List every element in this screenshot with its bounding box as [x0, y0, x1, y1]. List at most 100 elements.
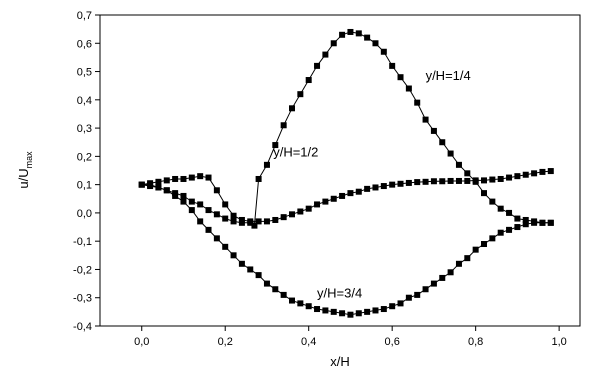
data-point: [155, 178, 162, 185]
data-point: [205, 207, 212, 214]
data-point: [389, 303, 396, 310]
y-tick-label: 0,0: [77, 208, 92, 220]
data-point: [272, 142, 279, 149]
data-point: [522, 171, 529, 178]
data-point: [414, 179, 421, 186]
data-point: [405, 179, 412, 186]
data-point: [364, 185, 371, 192]
data-point: [322, 307, 329, 314]
data-point: [380, 48, 387, 55]
y-axis-label-sub: max: [24, 151, 34, 169]
data-point: [197, 173, 204, 180]
x-tick-label: 0,4: [301, 336, 316, 348]
data-point: [397, 74, 404, 81]
data-point: [230, 252, 237, 259]
data-point: [322, 51, 329, 58]
data-point: [422, 178, 429, 185]
data-point: [138, 181, 145, 188]
data-point: [489, 198, 496, 205]
data-point: [372, 40, 379, 47]
data-point: [447, 177, 454, 184]
x-axis-label: x/H: [330, 354, 350, 369]
series-2: [138, 168, 554, 225]
data-point: [188, 174, 195, 181]
data-point: [289, 105, 295, 112]
data-point: [481, 241, 487, 248]
data-point: [263, 218, 270, 225]
data-point: [522, 221, 529, 228]
data-point: [455, 161, 462, 168]
x-tick-label: 0,0: [134, 336, 149, 348]
data-point: [263, 161, 270, 168]
data-point: [455, 260, 462, 267]
data-point: [197, 218, 204, 225]
data-point: [347, 311, 354, 318]
plot-area-frame: [99, 14, 581, 327]
data-point: [297, 300, 304, 307]
y-tick-label: 0,5: [77, 67, 92, 79]
data-point: [238, 216, 245, 223]
data-point: [238, 260, 245, 267]
data-point: [497, 229, 504, 236]
data-point: [247, 266, 254, 273]
series-group: [138, 28, 554, 318]
data-point: [339, 192, 346, 199]
data-point: [397, 300, 404, 307]
data-point: [280, 122, 287, 129]
data-point: [205, 174, 212, 181]
data-point: [539, 219, 546, 226]
data-point: [547, 219, 554, 226]
data-point: [439, 274, 446, 281]
data-point: [347, 190, 354, 197]
data-point: [506, 226, 513, 233]
data-point: [213, 211, 220, 218]
x-ticks: 0,0 0,2 0,4 0,6 0,8 1,0: [134, 326, 567, 348]
data-point: [230, 218, 237, 225]
data-point: [430, 178, 437, 185]
data-point: [514, 224, 521, 231]
data-point: [330, 40, 337, 47]
series-3: [138, 181, 554, 318]
data-point: [481, 177, 487, 184]
data-point: [531, 219, 538, 226]
data-point: [188, 207, 195, 214]
data-point: [255, 272, 262, 279]
data-point: [447, 150, 454, 157]
data-point: [172, 192, 179, 199]
data-point: [163, 177, 170, 184]
data-point: [455, 177, 462, 184]
data-point: [355, 188, 362, 195]
data-point: [305, 303, 312, 310]
data-point: [380, 183, 387, 190]
data-point: [230, 212, 237, 219]
data-point: [272, 286, 279, 293]
data-point: [322, 198, 329, 205]
data-point: [289, 211, 295, 218]
data-point: [314, 306, 321, 313]
data-point: [405, 85, 412, 92]
data-point: [280, 291, 287, 298]
data-point: [213, 187, 220, 194]
y-tick-label: -0,3: [73, 293, 92, 305]
data-point: [180, 198, 187, 205]
series-line: [141, 31, 551, 227]
data-point: [439, 139, 446, 146]
data-point: [522, 216, 529, 223]
data-point: [506, 174, 513, 181]
data-point: [355, 310, 362, 317]
data-point: [255, 175, 262, 182]
y-tick-label: 0,2: [77, 151, 92, 163]
data-point: [422, 286, 429, 293]
data-point: [464, 170, 471, 177]
data-point: [397, 180, 404, 187]
data-point: [364, 34, 371, 41]
data-point: [339, 310, 346, 317]
y-tick-label: -0,2: [73, 264, 92, 276]
data-point: [514, 215, 521, 222]
y-tick-label: 0,1: [77, 180, 92, 192]
data-point: [472, 177, 479, 184]
data-point: [372, 184, 379, 191]
data-point: [314, 201, 321, 208]
data-point: [389, 181, 396, 188]
series-annotation: y/H=1/2: [273, 144, 318, 159]
